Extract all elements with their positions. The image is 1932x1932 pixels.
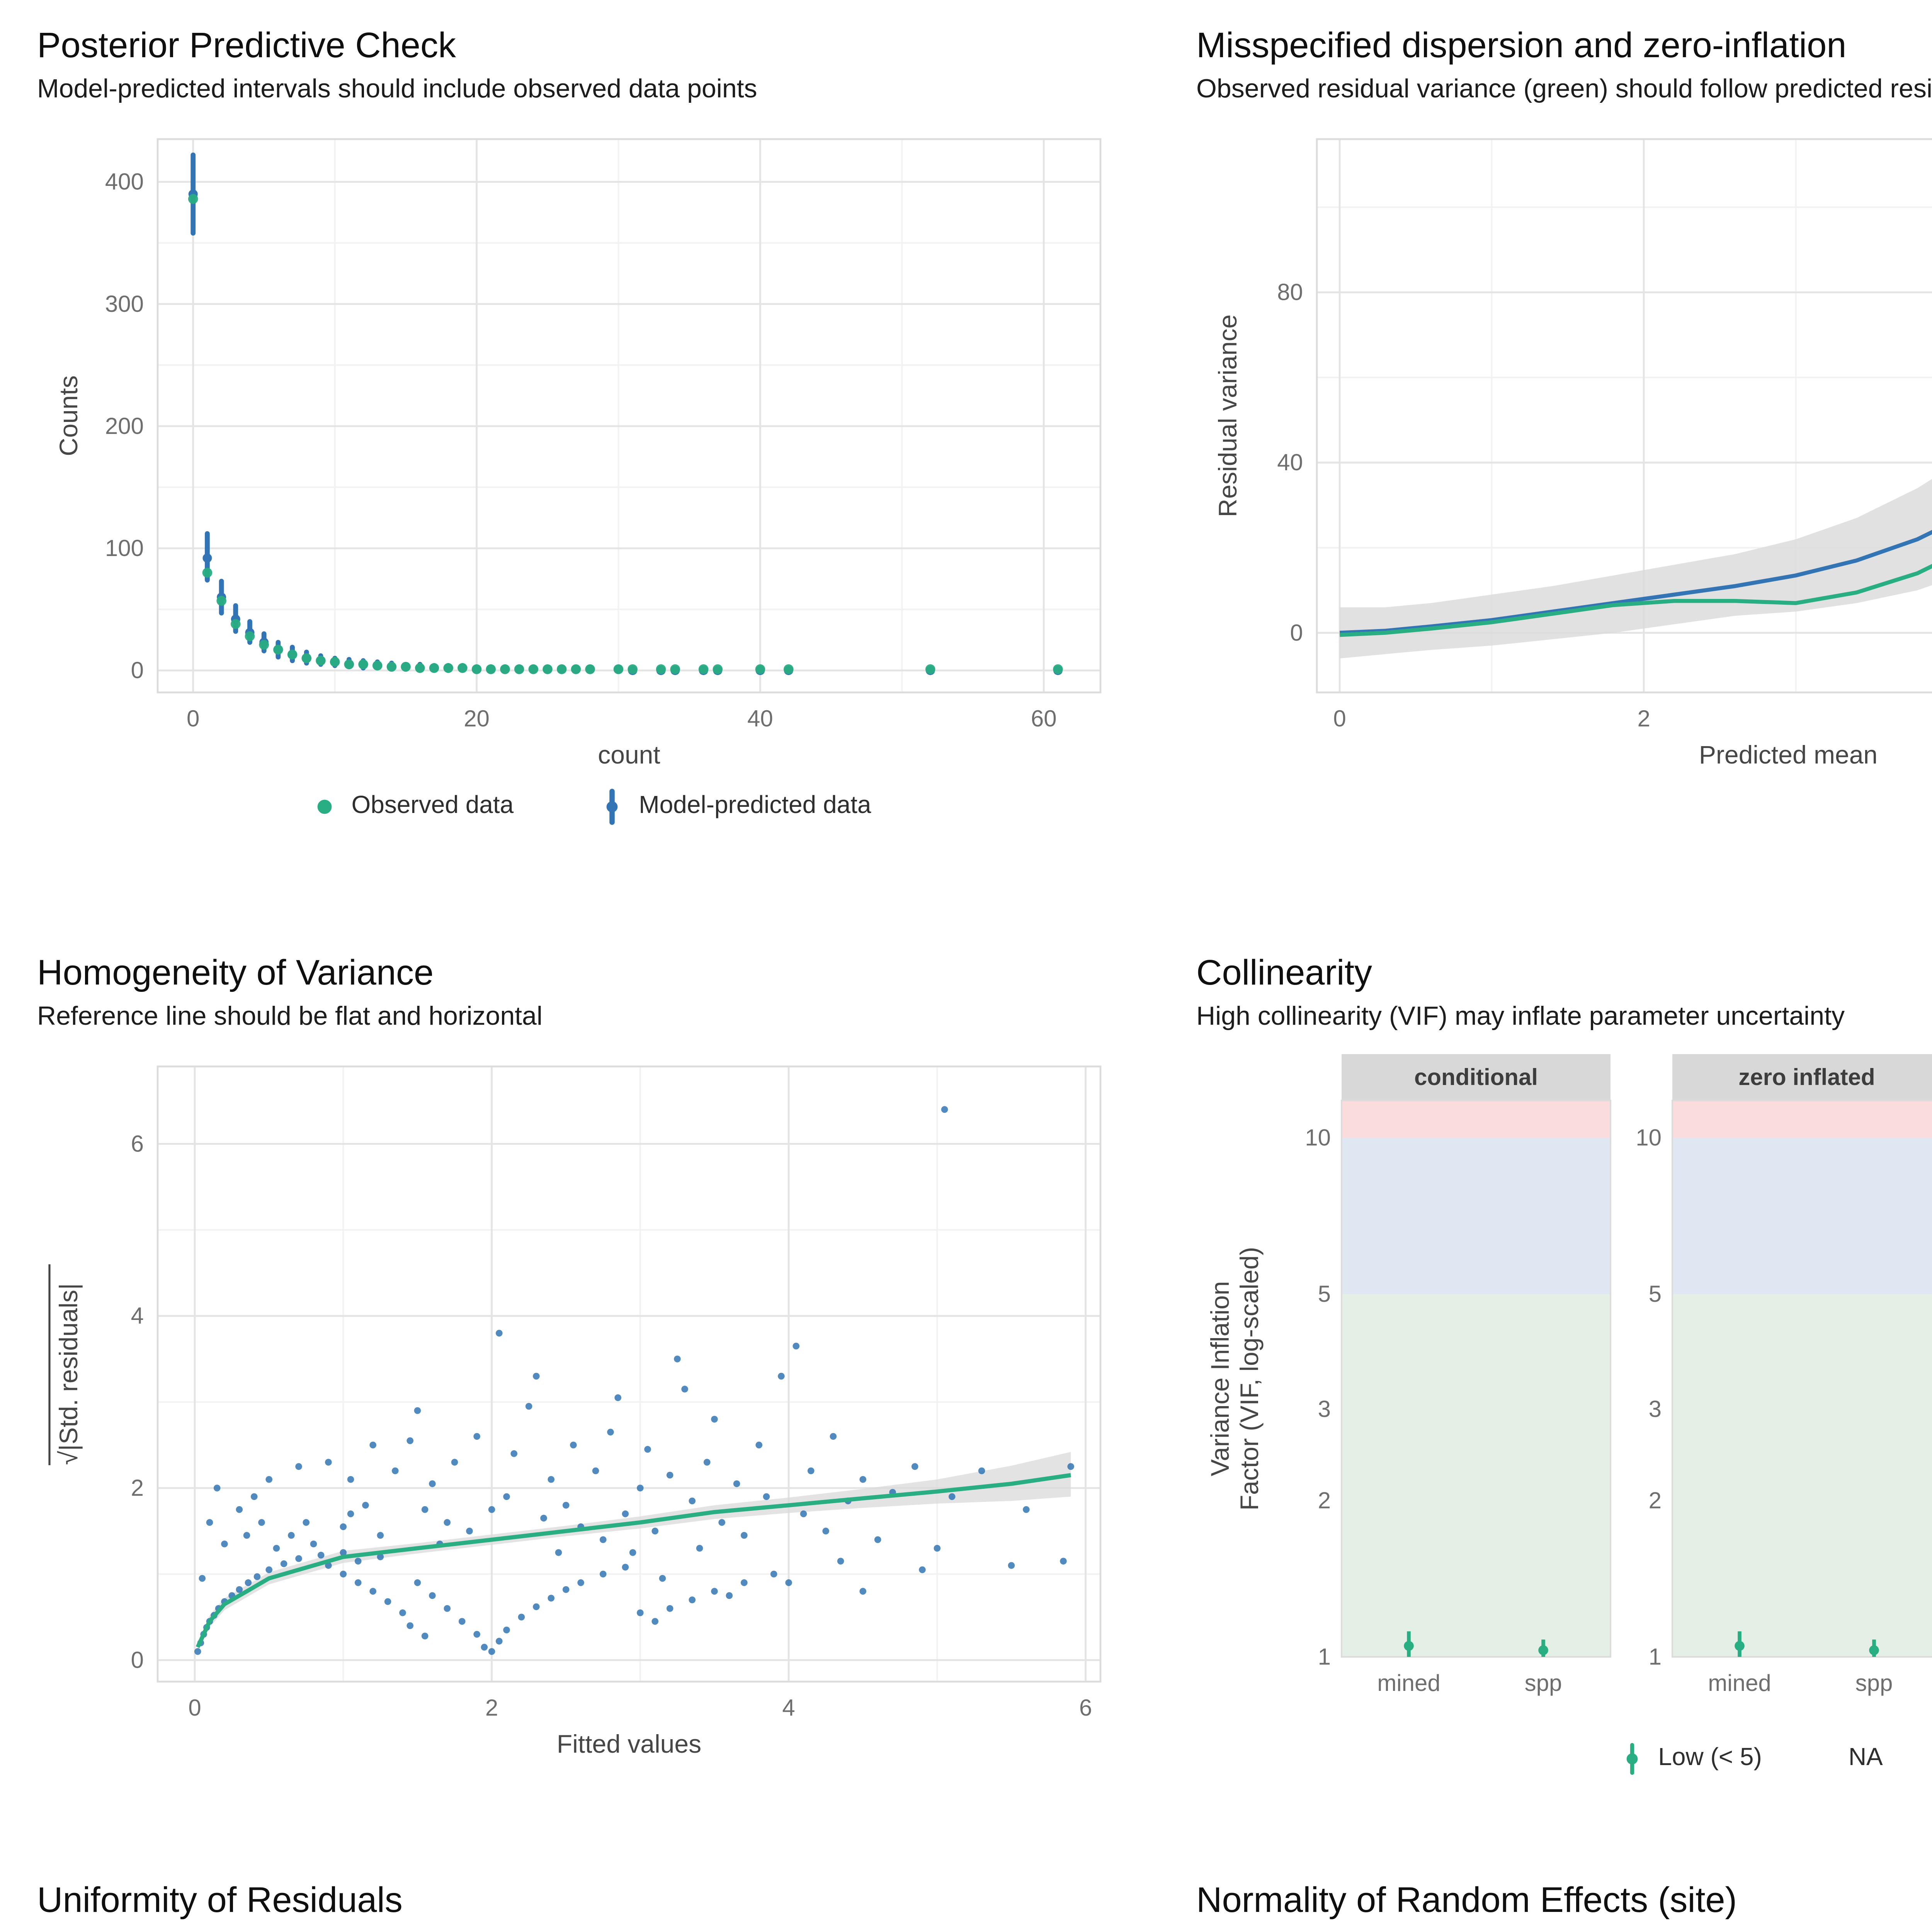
panel-uniformity-of-residuals: Uniformity of Residuals Dots should fall…	[0, 1855, 1159, 1932]
observed-data-dot-icon	[318, 799, 332, 814]
svg-text:6: 6	[1079, 1695, 1092, 1721]
svg-text:0: 0	[188, 1695, 201, 1721]
legend-item-na: NA	[1849, 1745, 1883, 1773]
svg-text:mined: mined	[1708, 1670, 1771, 1696]
svg-text:100: 100	[105, 535, 144, 561]
svg-text:spp: spp	[1855, 1670, 1893, 1696]
panel-normality-of-random-effects: Normality of Random Effects (site) Dots …	[1159, 1855, 1932, 1932]
collinearity-chart: Variance Inflation Factor (VIF, log-scale…	[1196, 1045, 1932, 1734]
homogeneity-chart: 0 2 4 6 0 2 4 6 Fitted values √|Std. residuals|	[37, 1045, 1147, 1771]
panel-title: Posterior Predictive Check	[37, 25, 456, 65]
svg-text:40: 40	[747, 706, 773, 731]
vif-legend: Low (< 5) NA	[1196, 1740, 1932, 1777]
svg-text:Predicted mean: Predicted mean	[1699, 740, 1878, 769]
svg-text:80: 80	[1277, 279, 1303, 305]
ppc-chart: 0 20 40 60 0 100 200 300 400 count Counts	[37, 117, 1147, 782]
svg-text:0: 0	[1333, 706, 1346, 731]
svg-text:0: 0	[187, 706, 199, 731]
panel-title: Collinearity	[1196, 952, 1372, 992]
svg-text:Fitted values: Fitted values	[557, 1730, 701, 1758]
svg-text:2: 2	[1318, 1488, 1331, 1514]
svg-text:Variance Inflation: Variance Inflation	[1206, 1281, 1234, 1476]
panel-subtitle: Model-predicted intervals should include…	[37, 74, 757, 104]
svg-text:1: 1	[1649, 1644, 1662, 1670]
legend-item-model-predicted-data: Model-predicted data	[600, 788, 871, 825]
svg-text:6: 6	[131, 1131, 144, 1156]
model-predicted-pointrange-icon	[607, 789, 618, 825]
svg-text:10: 10	[1305, 1125, 1331, 1151]
svg-text:2: 2	[485, 1695, 498, 1721]
svg-text:count: count	[598, 740, 660, 769]
svg-text:300: 300	[105, 291, 144, 317]
low-vif-pointrange-icon	[1626, 1743, 1638, 1775]
legend-label: Observed data	[351, 793, 514, 819]
legend-label: Low (< 5)	[1658, 1745, 1762, 1771]
panel-subtitle: High collinearity (VIF) may inflate para…	[1196, 1002, 1845, 1031]
panel-misspecified-dispersion: Misspecified dispersion and zero-inflati…	[1159, 0, 1932, 927]
svg-text:Counts: Counts	[54, 375, 83, 456]
svg-text:5: 5	[1318, 1281, 1331, 1307]
ppc-legend: Observed data Model-predicted data	[37, 788, 1147, 825]
legend-label: Model-predicted data	[639, 793, 871, 819]
panel-title: Homogeneity of Variance	[37, 952, 434, 992]
panel-posterior-predictive-check: Posterior Predictive Check Model-predict…	[0, 0, 1159, 927]
svg-text:20: 20	[464, 706, 490, 731]
svg-text:60: 60	[1031, 706, 1057, 731]
svg-text:2: 2	[1637, 706, 1650, 731]
svg-text:2: 2	[131, 1475, 144, 1501]
panel-homogeneity-of-variance: Homogeneity of Variance Reference line s…	[0, 927, 1159, 1855]
svg-text:0: 0	[131, 657, 144, 683]
panel-title: Uniformity of Residuals	[37, 1879, 403, 1920]
svg-text:Factor (VIF, log-scaled): Factor (VIF, log-scaled)	[1235, 1247, 1264, 1510]
panel-subtitle: Dots should fall along the line	[37, 1929, 1147, 1932]
panel-subtitle: Observed residual variance (green) shoul…	[1196, 74, 1932, 104]
svg-text:4: 4	[782, 1695, 795, 1721]
legend-label: NA	[1848, 1745, 1883, 1771]
svg-text:2: 2	[1649, 1488, 1662, 1514]
svg-text:40: 40	[1277, 449, 1303, 475]
legend-item-observed-data: Observed data	[313, 793, 514, 821]
legend-item-low-vif: Low (< 5)	[1619, 1740, 1762, 1777]
svg-text:5: 5	[1649, 1281, 1662, 1307]
svg-text:200: 200	[105, 413, 144, 439]
svg-text:mined: mined	[1377, 1670, 1440, 1696]
panel-title: Normality of Random Effects (site)	[1196, 1879, 1737, 1920]
panel-subtitle: Reference line should be flat and horizo…	[37, 1002, 543, 1031]
svg-text:0: 0	[131, 1647, 144, 1673]
svg-text:10: 10	[1636, 1125, 1662, 1151]
panel-subtitle: Dots should be plotted along the line	[1196, 1929, 1932, 1932]
panel-collinearity: Collinearity High collinearity (VIF) may…	[1159, 927, 1932, 1855]
svg-text:spp: spp	[1525, 1670, 1562, 1696]
svg-text:400: 400	[105, 169, 144, 195]
svg-text:3: 3	[1649, 1396, 1662, 1422]
svg-text:zero inflated: zero inflated	[1738, 1064, 1875, 1090]
svg-text:3: 3	[1318, 1396, 1331, 1422]
svg-text:4: 4	[131, 1303, 144, 1329]
panel-title: Misspecified dispersion and zero-inflati…	[1196, 25, 1847, 65]
svg-text:Residual variance: Residual variance	[1213, 315, 1242, 517]
svg-text:1: 1	[1318, 1644, 1331, 1670]
svg-text:0: 0	[1290, 620, 1303, 646]
svg-text:conditional: conditional	[1414, 1064, 1538, 1090]
svg-text:√|Std. residuals|: √|Std. residuals|	[54, 1283, 83, 1465]
